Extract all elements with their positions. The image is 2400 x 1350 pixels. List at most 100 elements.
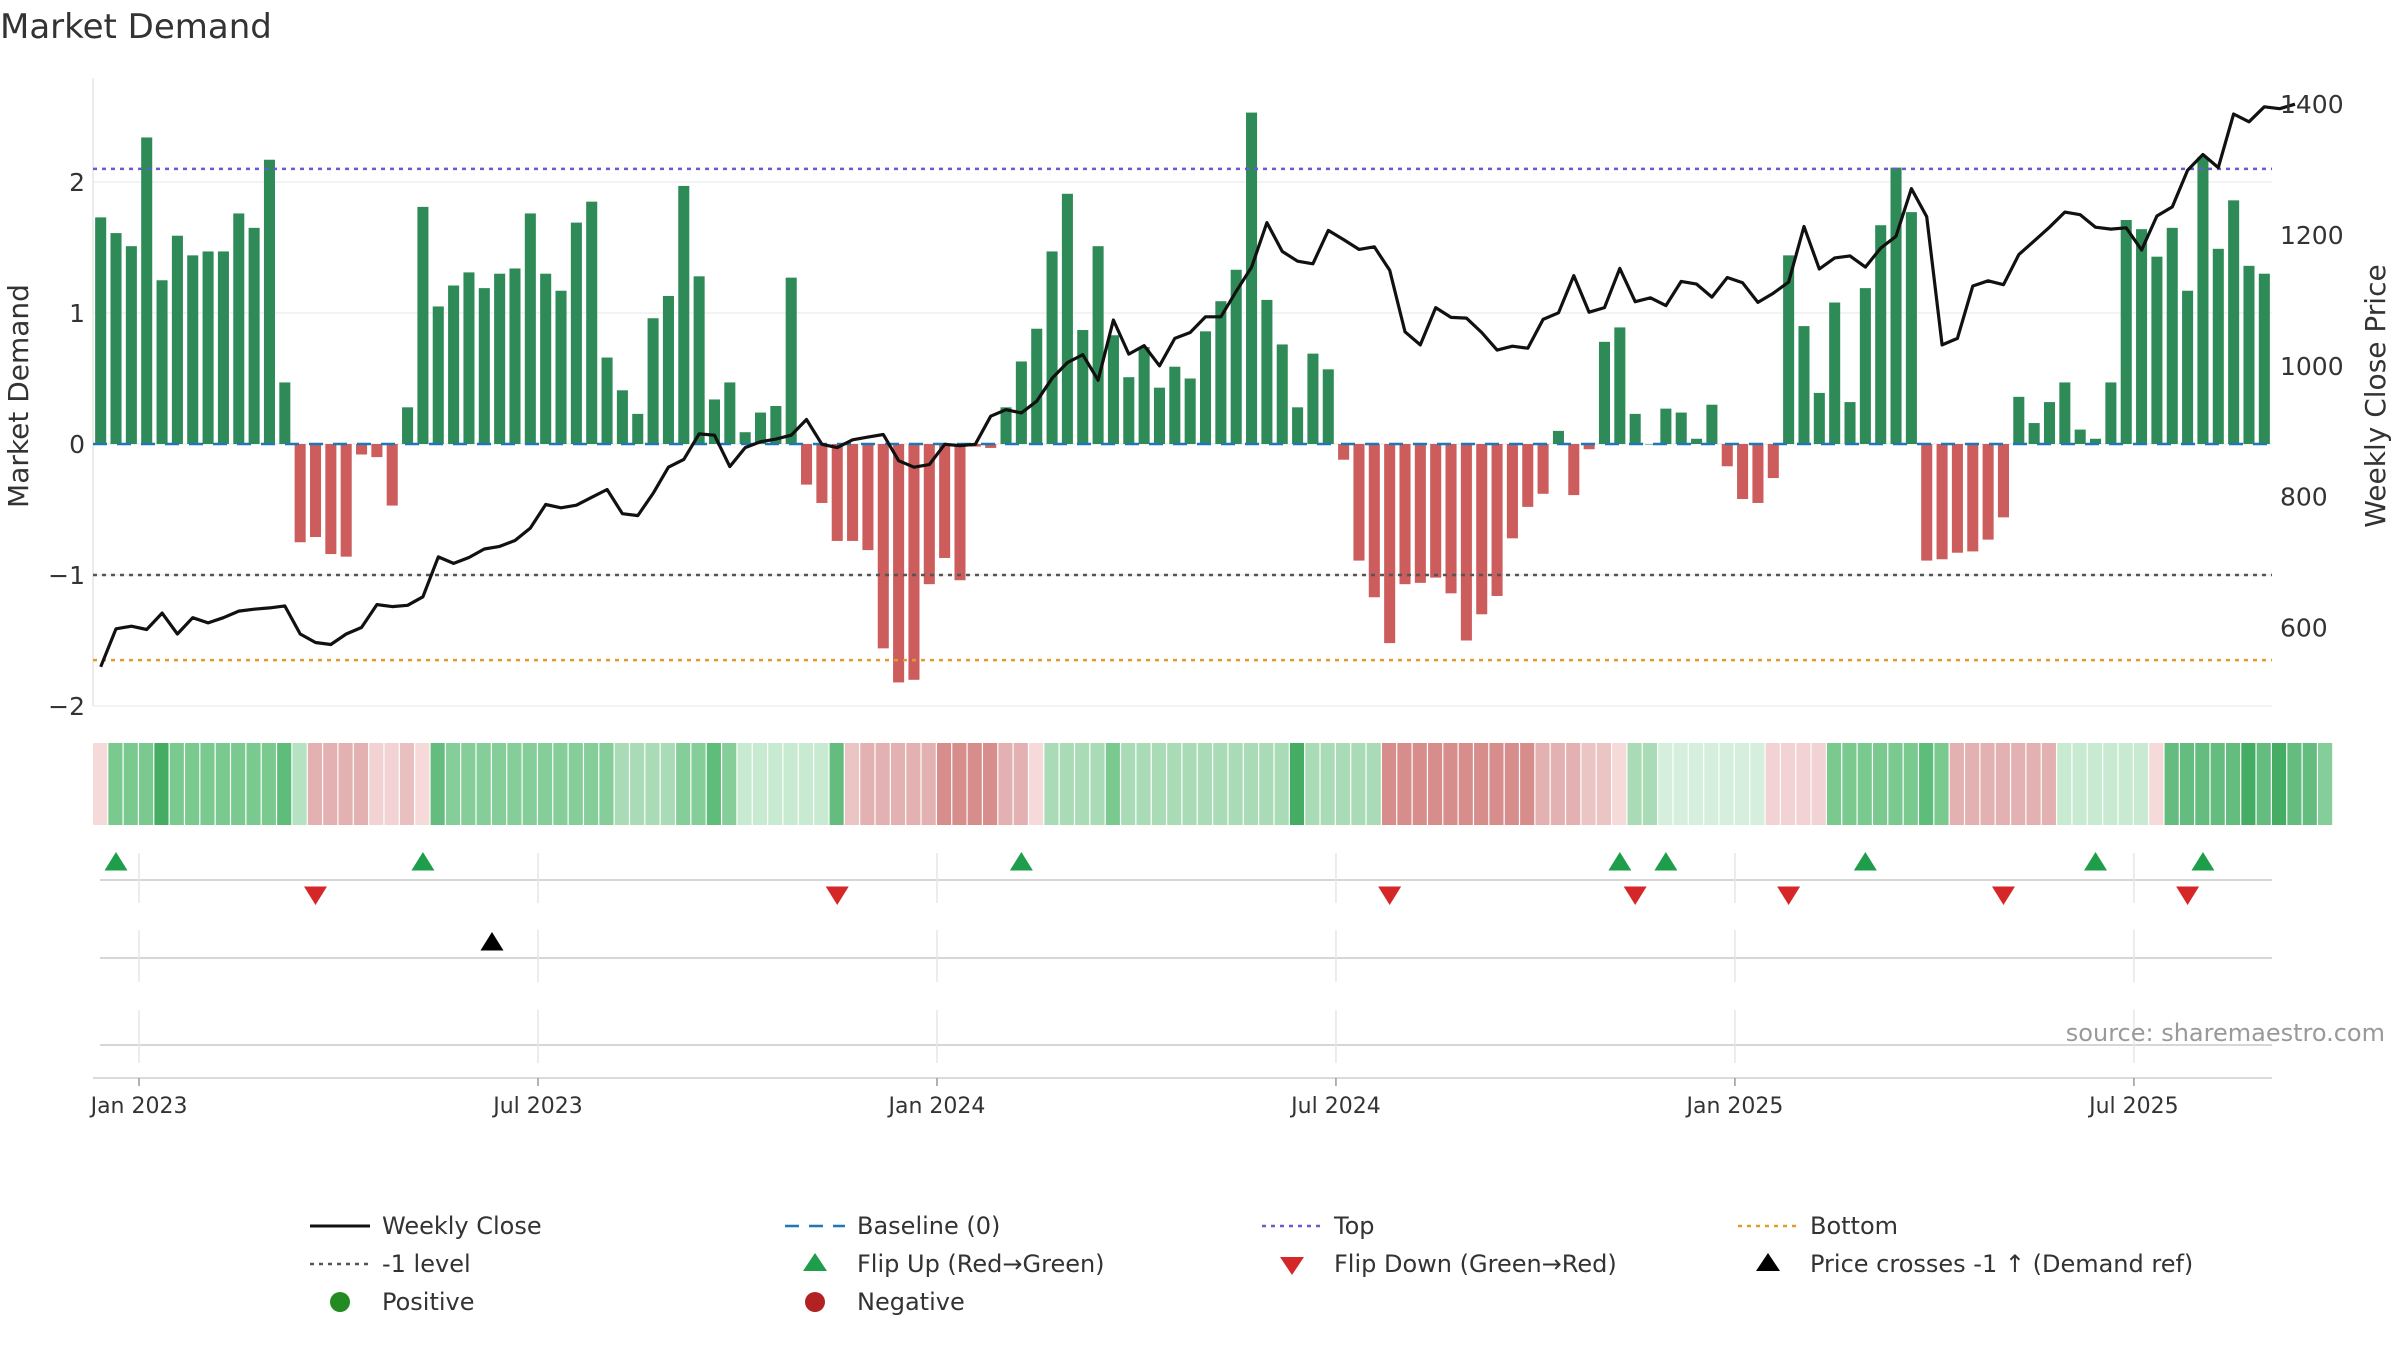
demand-bar bbox=[632, 413, 644, 444]
strip-cell bbox=[1780, 743, 1796, 825]
demand-bar bbox=[1921, 444, 1933, 561]
demand-bar bbox=[1813, 392, 1825, 444]
flip-up-marker bbox=[2191, 852, 2215, 871]
demand-bar bbox=[1092, 246, 1104, 444]
strip-cell bbox=[1335, 743, 1351, 825]
demand-bar bbox=[1123, 377, 1135, 444]
demand-bar bbox=[1568, 444, 1580, 496]
demand-bar bbox=[1905, 212, 1917, 444]
strip-cell bbox=[691, 743, 706, 825]
strip-cell bbox=[246, 743, 261, 825]
strip-cell bbox=[1044, 743, 1059, 825]
strip-cell bbox=[2087, 743, 2103, 825]
strip-cell bbox=[1581, 743, 1596, 825]
strip-cell bbox=[277, 743, 292, 825]
demand-bar bbox=[1399, 444, 1411, 585]
demand-bar bbox=[939, 444, 951, 558]
strip-cell bbox=[338, 743, 353, 825]
reference-levels bbox=[93, 167, 2272, 662]
strip-cell bbox=[906, 743, 921, 825]
legend-label: Flip Up (Red→Green) bbox=[857, 1250, 1105, 1278]
demand-bar bbox=[1982, 444, 1994, 540]
strip-cell bbox=[722, 743, 737, 825]
y-tick-left: 2 bbox=[69, 168, 85, 197]
strip-cell bbox=[1673, 743, 1688, 825]
demand-bar bbox=[1015, 361, 1027, 444]
flip-up-marker bbox=[104, 852, 128, 871]
demand-bar bbox=[877, 444, 889, 649]
y-tick-right: 1000 bbox=[2280, 352, 2344, 381]
demand-bar bbox=[1384, 444, 1396, 644]
demand-bar bbox=[1614, 327, 1626, 444]
event-panels bbox=[93, 852, 2272, 1079]
x-tick-label: Jan 2023 bbox=[89, 1094, 188, 1119]
strip-cell bbox=[1566, 743, 1581, 825]
demand-bar bbox=[110, 233, 122, 444]
flip-down-marker bbox=[2176, 886, 2200, 905]
strip-cell bbox=[1412, 743, 1427, 825]
demand-bar bbox=[601, 357, 613, 444]
flip-up-marker bbox=[1608, 852, 1632, 871]
demand-bar bbox=[708, 399, 720, 444]
demand-bar bbox=[555, 290, 567, 444]
strip-cell bbox=[1351, 743, 1366, 825]
strip-cell bbox=[323, 743, 338, 825]
demand-bar bbox=[1829, 302, 1841, 444]
strip-cell bbox=[1443, 743, 1458, 825]
demand-bar bbox=[386, 444, 398, 506]
y-axis-label-right: Weekly Close Price bbox=[2359, 264, 2392, 527]
flip-down-marker bbox=[1991, 886, 2015, 905]
demand-bar bbox=[294, 444, 306, 543]
flip-down-marker bbox=[1623, 886, 1647, 905]
legend-marker bbox=[803, 1253, 827, 1271]
flip-down-marker bbox=[1777, 886, 1801, 905]
strip-cell bbox=[1059, 743, 1074, 825]
demand-bar bbox=[2212, 248, 2224, 444]
flip-up-marker bbox=[411, 852, 435, 871]
strip-cell bbox=[1842, 743, 1857, 825]
demand-bar bbox=[356, 444, 368, 455]
strip-cell bbox=[875, 743, 890, 825]
strip-cell bbox=[2302, 743, 2317, 825]
strip-cell bbox=[2026, 743, 2041, 825]
strip-cell bbox=[108, 743, 123, 825]
strip-cell bbox=[568, 743, 583, 825]
strip-cell bbox=[2149, 743, 2164, 825]
demand-bar bbox=[402, 407, 414, 444]
strip-cell bbox=[1090, 743, 1105, 825]
demand-bar bbox=[724, 382, 736, 444]
demand-bar bbox=[1737, 444, 1749, 500]
legend-marker bbox=[330, 1292, 350, 1312]
x-tick-label: Jan 2025 bbox=[1684, 1094, 1783, 1119]
legend-label: -1 level bbox=[382, 1250, 471, 1278]
flip-down-marker bbox=[304, 886, 328, 905]
strip-cell bbox=[1259, 743, 1274, 825]
strip-cell bbox=[844, 743, 860, 825]
demand-bar bbox=[2166, 227, 2178, 444]
demand-bar bbox=[1077, 330, 1089, 444]
strip-cell bbox=[2225, 743, 2241, 825]
demand-bar bbox=[1322, 369, 1334, 444]
strip-cell bbox=[1734, 743, 1750, 825]
strip-cell bbox=[1826, 743, 1842, 825]
demand-bar bbox=[770, 406, 782, 444]
y-axis-label-left: Market Demand bbox=[2, 284, 35, 508]
legend-label: Flip Down (Green→Red) bbox=[1334, 1250, 1617, 1278]
strip-cell bbox=[1520, 743, 1535, 825]
strip-cell bbox=[169, 743, 184, 825]
demand-bar bbox=[2043, 402, 2056, 444]
strip-cell bbox=[123, 743, 138, 825]
demand-bar bbox=[678, 185, 690, 444]
demand-bar bbox=[1476, 444, 1488, 615]
strip-cell bbox=[200, 743, 215, 825]
strip-cell bbox=[1919, 743, 1934, 825]
strip-cell bbox=[2118, 743, 2133, 825]
demand-bars bbox=[95, 112, 2270, 683]
y-tick-left: 1 bbox=[69, 299, 85, 328]
right-axis-ticks: 600 800 1000 1200 1400 bbox=[2280, 90, 2344, 642]
price-cross-marker bbox=[480, 932, 504, 951]
strip-cell bbox=[1121, 743, 1136, 825]
demand-bar bbox=[893, 444, 905, 683]
flip-up-marker bbox=[1654, 852, 1678, 871]
x-axis-ticks: Jan 2023 Jul 2023 Jan 2024 Jul 2024 Jan 2025… bbox=[89, 1078, 2179, 1119]
